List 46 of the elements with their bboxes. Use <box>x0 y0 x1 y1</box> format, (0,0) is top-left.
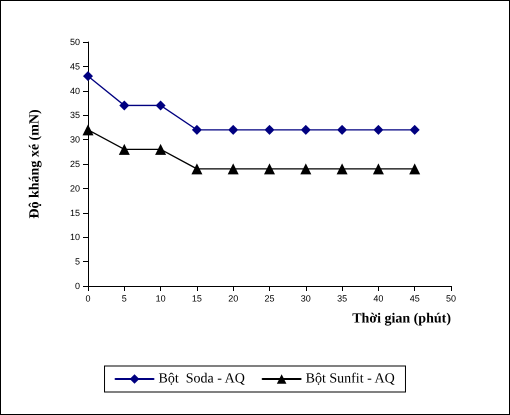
y-tick-label: 35 <box>70 110 80 120</box>
y-tick-label: 50 <box>70 37 80 47</box>
point <box>228 124 238 135</box>
x-tick-label: 5 <box>122 294 127 304</box>
x-tick-label: 0 <box>85 294 91 304</box>
x-tick-label: 45 <box>410 294 420 304</box>
point <box>191 163 202 174</box>
y-tick-label: 25 <box>70 159 80 169</box>
point <box>264 124 274 135</box>
x-tick-label: 30 <box>300 294 311 304</box>
x-tick-label: 15 <box>192 294 202 304</box>
point <box>156 100 166 110</box>
point <box>83 71 93 82</box>
x-tick-label: 25 <box>264 294 275 304</box>
point <box>337 124 348 135</box>
x-tick-label: 35 <box>337 294 348 304</box>
x-tick-label: 40 <box>373 294 384 304</box>
y-tick-label: 30 <box>70 134 80 145</box>
y-tick-label: 15 <box>70 208 80 218</box>
y-tick-label: 10 <box>70 232 80 242</box>
point <box>409 163 420 174</box>
y-tick-label: 0 <box>74 281 80 291</box>
point <box>155 144 166 155</box>
point <box>300 124 311 135</box>
point <box>228 163 239 174</box>
y-tick-label: 45 <box>70 61 80 72</box>
point <box>410 124 420 135</box>
point <box>82 124 94 136</box>
x-tick-label: 10 <box>156 294 166 304</box>
point <box>119 100 130 110</box>
legend-label: Bột Soda - AQ <box>158 372 245 386</box>
x-axis-title: Thời gian (phút) <box>352 312 452 326</box>
y-tick-label: 5 <box>74 256 80 267</box>
point <box>336 163 348 174</box>
legend-label: Bột Sunfit - AQ <box>306 372 395 386</box>
y-tick-label: 40 <box>70 86 80 96</box>
point <box>118 144 130 155</box>
y-tick-label: 20 <box>70 183 80 194</box>
point <box>264 163 275 174</box>
x-tick-label: 20 <box>228 294 238 304</box>
point <box>192 124 202 135</box>
point <box>372 163 384 174</box>
point <box>300 163 312 174</box>
x-tick-label: 50 <box>446 294 456 304</box>
y-axis-title: Độ kháng xé (mN) <box>28 109 42 219</box>
point <box>373 124 384 135</box>
